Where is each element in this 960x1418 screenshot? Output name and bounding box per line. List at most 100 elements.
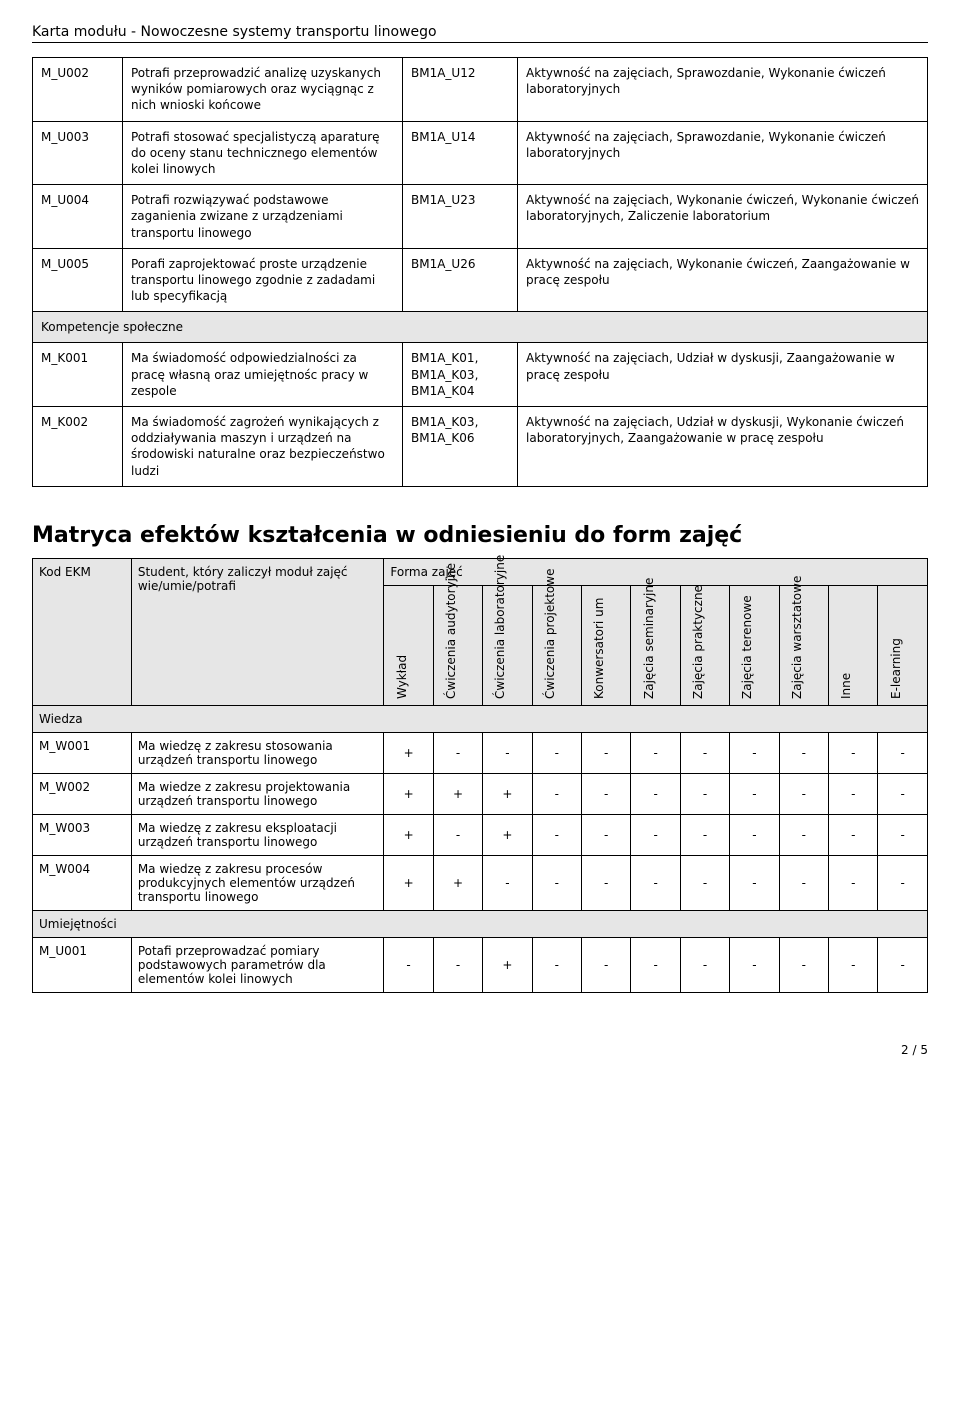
table-row: Kompetencje społeczne — [33, 312, 928, 343]
cell-mark: - — [779, 855, 828, 910]
cell-mark: - — [680, 773, 729, 814]
cell-mark: + — [483, 937, 532, 992]
cell-mark: - — [532, 814, 581, 855]
cell-mark: - — [730, 773, 779, 814]
cell-mark: - — [483, 732, 532, 773]
table-row: M_U001Potafi przeprowadzać pomiary podst… — [33, 937, 928, 992]
cell-ref: BM1A_U14 — [403, 121, 518, 185]
page-title: Karta modułu - Nowoczesne systemy transp… — [32, 24, 928, 40]
cell-mark: - — [433, 732, 482, 773]
cell-desc: Ma świadomość odpowiedzialności za pracę… — [123, 343, 403, 407]
cell-mark: - — [433, 937, 482, 992]
cell-mark: - — [532, 732, 581, 773]
form-header: Ćwiczenia laboratoryjne — [483, 585, 532, 705]
cell-mark: - — [532, 773, 581, 814]
cell-ref: BM1A_U26 — [403, 248, 518, 312]
cell-desc: Potafi przeprowadzać pomiary podstawowyc… — [131, 937, 384, 992]
cell-mark: + — [384, 814, 433, 855]
cell-verify: Aktywność na zajęciach, Wykonanie ćwicze… — [518, 248, 928, 312]
cell-mark: + — [384, 732, 433, 773]
cell-ref: BM1A_U23 — [403, 185, 518, 249]
cell-code: M_U003 — [33, 121, 123, 185]
cell-code: M_W001 — [33, 732, 132, 773]
cell-code: M_W004 — [33, 855, 132, 910]
outcomes-table: M_U002Potrafi przeprowadzić analizę uzys… — [32, 57, 928, 487]
form-header: Zajęcia terenowe — [730, 585, 779, 705]
cell-mark: - — [631, 814, 680, 855]
section-header: Kompetencje społeczne — [33, 312, 928, 343]
cell-mark: + — [384, 773, 433, 814]
section-header: Wiedza — [33, 705, 928, 732]
cell-mark: - — [532, 855, 581, 910]
cell-code: M_U001 — [33, 937, 132, 992]
cell-mark: + — [483, 814, 532, 855]
cell-code: M_W002 — [33, 773, 132, 814]
table-row: M_W003Ma wiedzę z zakresu eksploatacji u… — [33, 814, 928, 855]
cell-mark: + — [384, 855, 433, 910]
cell-desc: Ma wiedzę z zakresu stosowania urządzeń … — [131, 732, 384, 773]
cell-verify: Aktywność na zajęciach, Udział w dyskusj… — [518, 407, 928, 487]
cell-code: M_U004 — [33, 185, 123, 249]
cell-mark: + — [483, 773, 532, 814]
cell-mark: - — [582, 732, 631, 773]
cell-mark: - — [631, 855, 680, 910]
cell-mark: - — [582, 814, 631, 855]
cell-mark: + — [433, 773, 482, 814]
form-header: Ćwiczenia projektowe — [532, 585, 581, 705]
form-header: E-learning — [878, 585, 928, 705]
table-row: M_U005Porafi zaprojektować proste urządz… — [33, 248, 928, 312]
cell-mark: - — [433, 814, 482, 855]
matrix-head-desc: Student, który zaliczył moduł zajęć wie/… — [131, 558, 384, 705]
form-header: Wykład — [384, 585, 433, 705]
cell-mark: - — [631, 732, 680, 773]
cell-code: M_K002 — [33, 407, 123, 487]
cell-mark: - — [878, 937, 928, 992]
table-row: M_W001Ma wiedzę z zakresu stosowania urz… — [33, 732, 928, 773]
cell-mark: - — [384, 937, 433, 992]
cell-mark: - — [829, 937, 878, 992]
cell-verify: Aktywność na zajęciach, Sprawozdanie, Wy… — [518, 121, 928, 185]
cell-mark: - — [779, 814, 828, 855]
cell-ref: BM1A_K03, BM1A_K06 — [403, 407, 518, 487]
cell-mark: - — [779, 773, 828, 814]
cell-mark: - — [730, 814, 779, 855]
matrix-title: Matryca efektów kształcenia w odniesieni… — [32, 523, 928, 548]
form-header: Ćwiczenia audytoryjne — [433, 585, 482, 705]
cell-verify: Aktywność na zajęciach, Udział w dyskusj… — [518, 343, 928, 407]
matrix-head-code: Kod EKM — [33, 558, 132, 705]
cell-mark: - — [878, 814, 928, 855]
cell-mark: - — [829, 773, 878, 814]
cell-mark: - — [680, 732, 729, 773]
section-header: Umiejętności — [33, 910, 928, 937]
cell-mark: - — [779, 937, 828, 992]
cell-mark: - — [582, 937, 631, 992]
cell-desc: Porafi zaprojektować proste urządzenie t… — [123, 248, 403, 312]
cell-desc: Ma wiedze z zakresu projektowania urządz… — [131, 773, 384, 814]
form-header: Inne — [829, 585, 878, 705]
cell-code: M_W003 — [33, 814, 132, 855]
cell-mark: - — [631, 773, 680, 814]
cell-ref: BM1A_K01, BM1A_K03, BM1A_K04 — [403, 343, 518, 407]
cell-mark: - — [730, 855, 779, 910]
table-row: Umiejętności — [33, 910, 928, 937]
cell-mark: - — [730, 937, 779, 992]
cell-desc: Ma wiedzę z zakresu eksploatacji urządze… — [131, 814, 384, 855]
page-footer: 2 / 5 — [32, 1043, 928, 1057]
form-header: Zajęcia praktyczne — [680, 585, 729, 705]
cell-mark: - — [878, 732, 928, 773]
matrix-table: Kod EKM Student, który zaliczył moduł za… — [32, 558, 928, 993]
cell-mark: - — [680, 937, 729, 992]
cell-ref: BM1A_U12 — [403, 58, 518, 122]
cell-mark: - — [483, 855, 532, 910]
cell-code: M_K001 — [33, 343, 123, 407]
cell-mark: - — [829, 732, 878, 773]
table-row: M_U002Potrafi przeprowadzić analizę uzys… — [33, 58, 928, 122]
cell-desc: Ma świadomość zagrożeń wynikających z od… — [123, 407, 403, 487]
header-divider — [32, 42, 928, 43]
table-row: M_K002Ma świadomość zagrożeń wynikającyc… — [33, 407, 928, 487]
form-header: Zajęcia seminaryjne — [631, 585, 680, 705]
table-row: M_K001Ma świadomość odpowiedzialności za… — [33, 343, 928, 407]
table-row: M_W004Ma wiedzę z zakresu procesów produ… — [33, 855, 928, 910]
table-row: Wiedza — [33, 705, 928, 732]
cell-mark: - — [878, 773, 928, 814]
